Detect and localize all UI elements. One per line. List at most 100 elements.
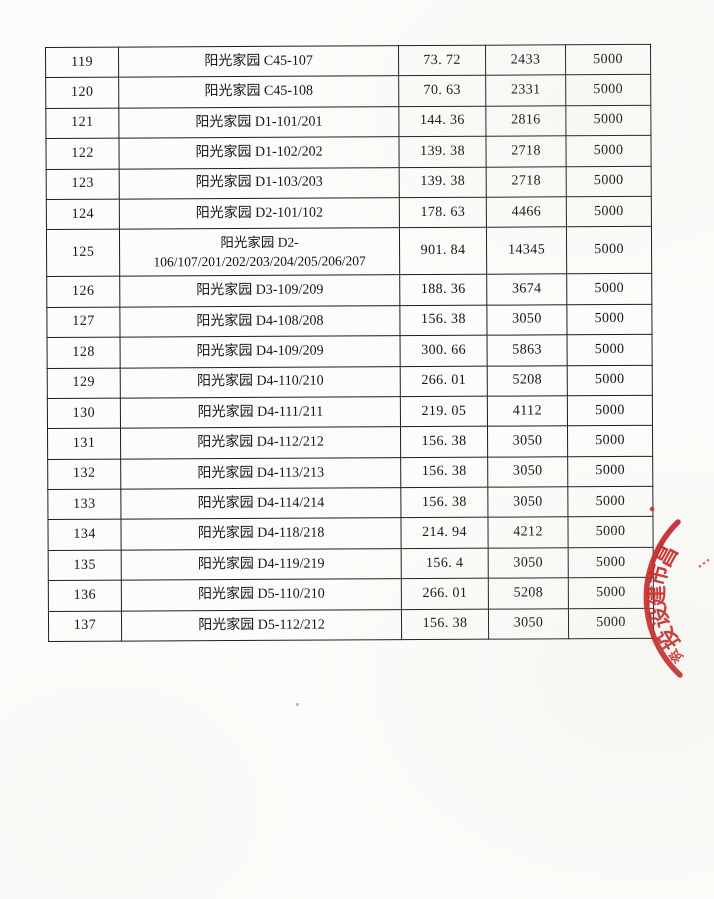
area-cell: 156. 38 bbox=[399, 304, 488, 336]
area-cell: 156. 38 bbox=[400, 426, 488, 458]
property-name-cell: 阳光家园 D4-109/209 bbox=[120, 335, 401, 368]
property-name-cell: 阳光家园 D5-110/210 bbox=[121, 578, 402, 611]
table-row: 132 阳光家园 D4-113/213 156. 38 3050 5000 bbox=[47, 456, 653, 490]
area-cell: 266. 01 bbox=[401, 578, 489, 610]
table-row: 137 阳光家园 D5-112/212 156. 38 3050 5000 bbox=[48, 607, 654, 642]
row-index-cell: 127 bbox=[46, 306, 121, 338]
fee-cell: 5000 bbox=[567, 364, 653, 396]
amount-cell: 3050 bbox=[486, 304, 568, 336]
row-index-cell: 134 bbox=[47, 519, 122, 551]
table-row: 120 阳光家园 C45-108 70. 63 2331 5000 bbox=[45, 74, 651, 109]
table-row: 133 阳光家园 D4-114/214 156. 38 3050 5000 bbox=[47, 486, 653, 520]
fee-cell: 5000 bbox=[565, 74, 651, 106]
area-cell: 70. 63 bbox=[398, 75, 486, 107]
area-cell: 188. 36 bbox=[399, 274, 487, 306]
table-row: 126 阳光家园 D3-109/209 188. 36 3674 5000 bbox=[46, 273, 652, 308]
fee-cell: 5000 bbox=[566, 304, 653, 335]
property-name-cell: 阳光家园 D4-113/213 bbox=[120, 457, 401, 490]
property-name-cell: 阳光家园 D2- 106/107/201/202/203/204/205/206/… bbox=[119, 227, 400, 277]
area-cell: 156. 38 bbox=[400, 487, 488, 519]
stamp-star-fragment bbox=[698, 557, 712, 568]
property-fee-table: 119 阳光家园 C45-107 73. 72 2433 5000 120 阳光… bbox=[45, 44, 654, 642]
row-index-cell: 133 bbox=[47, 489, 121, 520]
row-index-cell: 120 bbox=[45, 77, 119, 109]
area-cell: 156. 38 bbox=[400, 456, 488, 488]
fee-cell: 5000 bbox=[568, 547, 654, 579]
area-cell: 144. 36 bbox=[398, 105, 486, 137]
property-table-wrap: 119 阳光家园 C45-107 73. 72 2433 5000 120 阳光… bbox=[45, 44, 654, 642]
amount-cell: 4212 bbox=[487, 517, 569, 549]
table-row: 127 阳光家园 D4-108/208 156. 38 3050 5000 bbox=[46, 304, 653, 338]
row-index-cell: 123 bbox=[46, 168, 120, 200]
property-name-cell: 阳光家园 D1-101/201 bbox=[118, 106, 399, 139]
row-index-cell: 121 bbox=[45, 107, 119, 139]
fee-cell: 5000 bbox=[565, 105, 651, 136]
property-name-cell: 阳光家园 D1-102/202 bbox=[118, 136, 400, 169]
fee-cell: 5000 bbox=[566, 165, 652, 197]
row-index-cell: 124 bbox=[46, 199, 120, 230]
amount-cell: 5208 bbox=[487, 365, 568, 397]
area-cell: 266. 01 bbox=[400, 365, 488, 397]
amount-cell: 2816 bbox=[485, 105, 566, 137]
area-cell: 219. 05 bbox=[400, 396, 488, 427]
property-name-cell: 阳光家园 D4-119/219 bbox=[121, 548, 402, 581]
area-cell: 156. 4 bbox=[401, 548, 489, 579]
table-row: 125 阳光家园 D2- 106/107/201/202/203/204/205/… bbox=[46, 226, 652, 277]
amount-cell: 5208 bbox=[488, 578, 569, 609]
property-name-cell: 阳光家园 D4-108/208 bbox=[119, 305, 401, 338]
fee-cell: 5000 bbox=[567, 516, 654, 548]
scan-speck bbox=[296, 703, 299, 706]
row-index-cell: 129 bbox=[47, 367, 121, 399]
property-name-cell: 阳光家园 D4-112/212 bbox=[120, 426, 401, 459]
table-row: 129 阳光家园 D4-110/210 266. 01 5208 5000 bbox=[47, 364, 653, 399]
row-index-cell: 130 bbox=[47, 398, 121, 429]
fee-cell: 5000 bbox=[567, 425, 653, 457]
stamp-character: 资 bbox=[666, 646, 686, 666]
table-row: 124 阳光家园 D2-101/102 178. 63 4466 5000 bbox=[46, 196, 652, 230]
table-row: 128 阳光家园 D4-109/209 300. 66 5863 5000 bbox=[47, 334, 653, 369]
fee-cell: 5000 bbox=[567, 456, 653, 487]
area-cell: 73. 72 bbox=[398, 45, 486, 77]
property-name-cell: 阳光家园 C45-108 bbox=[118, 76, 399, 108]
amount-cell: 3050 bbox=[487, 456, 568, 488]
table-row: 131 阳光家园 D4-112/212 156. 38 3050 5000 bbox=[47, 425, 653, 460]
property-name-cell: 阳光家园 D2-101/102 bbox=[119, 197, 400, 230]
area-cell: 178. 63 bbox=[399, 197, 487, 228]
table-row: 130 阳光家园 D4-111/211 219. 05 4112 5000 bbox=[47, 395, 653, 429]
amount-cell: 2433 bbox=[485, 44, 566, 76]
row-index-cell: 132 bbox=[47, 458, 121, 490]
table-row: 121 阳光家园 D1-101/201 144. 36 2816 5000 bbox=[45, 105, 651, 139]
row-index-cell: 125 bbox=[46, 229, 120, 277]
property-name-cell: 阳光家园 D4-110/210 bbox=[120, 366, 401, 399]
table-row: 119 阳光家园 C45-107 73. 72 2433 5000 bbox=[45, 44, 651, 78]
amount-cell: 3050 bbox=[487, 486, 568, 518]
table-body: 119 阳光家园 C45-107 73. 72 2433 5000 120 阳光… bbox=[45, 44, 654, 642]
table-row: 122 阳光家园 D1-102/202 139. 38 2718 5000 bbox=[45, 135, 652, 170]
amount-cell: 3050 bbox=[488, 547, 569, 579]
fee-cell: 5000 bbox=[568, 577, 654, 609]
fee-cell: 5000 bbox=[565, 135, 652, 167]
stamp-character: 昌 bbox=[651, 541, 682, 571]
fee-cell: 5000 bbox=[568, 607, 654, 639]
fee-cell: 5000 bbox=[567, 395, 653, 427]
table-row: 135 阳光家园 D4-119/219 156. 4 3050 5000 bbox=[48, 547, 654, 581]
row-index-cell: 119 bbox=[45, 47, 119, 78]
fee-cell: 5000 bbox=[566, 226, 652, 275]
row-index-cell: 126 bbox=[46, 276, 120, 308]
fee-cell: 5000 bbox=[565, 44, 651, 76]
property-name-cell: 阳光家园 D4-111/211 bbox=[120, 396, 401, 429]
stamp-character: 投 bbox=[653, 623, 684, 653]
property-name-cell: 阳光家园 D1-103/203 bbox=[119, 167, 400, 200]
property-name-cell: 阳光家园 D4-118/218 bbox=[120, 518, 402, 550]
area-cell: 300. 66 bbox=[400, 335, 488, 367]
row-index-cell: 122 bbox=[45, 138, 120, 170]
area-cell: 139. 38 bbox=[399, 166, 487, 198]
row-index-cell: 137 bbox=[48, 610, 122, 642]
fee-cell: 5000 bbox=[566, 273, 652, 305]
table-row: 134 阳光家园 D4-118/218 214. 94 4212 5000 bbox=[47, 516, 654, 551]
amount-cell: 5863 bbox=[487, 334, 568, 366]
amount-cell: 3674 bbox=[486, 274, 567, 305]
amount-cell: 4466 bbox=[486, 196, 567, 228]
property-name-cell: 阳光家园 D4-114/214 bbox=[120, 487, 401, 520]
